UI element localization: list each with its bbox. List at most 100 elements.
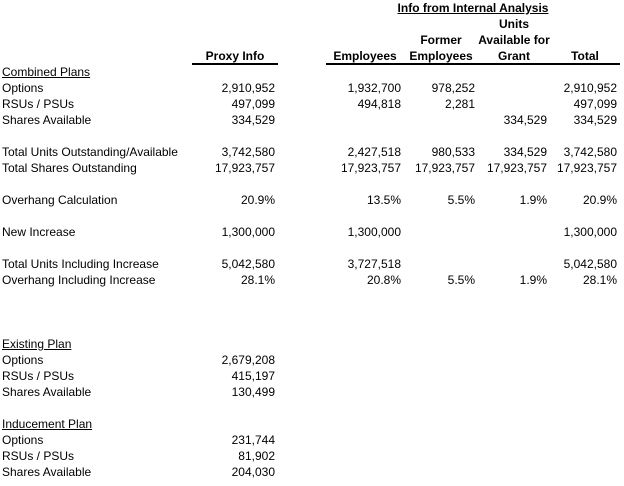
cell-proxy-info: 20.9%	[240, 193, 275, 207]
cell-former-employees	[404, 113, 478, 129]
cell-proxy-info: 28.1%	[240, 273, 275, 287]
cell-total	[550, 417, 620, 433]
cell-total	[550, 385, 620, 401]
cell-employees	[326, 353, 404, 369]
cell-former-employees	[404, 337, 478, 353]
empty-cell	[326, 33, 404, 49]
empty-cell	[326, 17, 404, 33]
empty-cell	[192, 33, 278, 49]
section-header-row: Combined Plans	[2, 65, 624, 81]
section-label: Existing Plan	[2, 337, 72, 351]
cell-total	[550, 465, 620, 481]
cell-employees: 17,923,757	[340, 161, 401, 175]
cell-gap	[278, 97, 326, 113]
cell-former-employees	[404, 449, 478, 465]
cell-employees	[326, 449, 404, 465]
cell-employees: 20.8%	[366, 273, 401, 287]
section-header-row: Existing Plan	[2, 337, 624, 353]
empty-cell	[278, 17, 326, 33]
cell-employees: 494,818	[357, 97, 401, 111]
cell-gap	[278, 257, 326, 273]
table-row: RSUs / PSUs 81,902	[2, 449, 624, 465]
row-label: Options	[2, 353, 44, 367]
cell-proxy-info: 17,923,757	[214, 161, 275, 175]
spacer-row	[2, 289, 624, 305]
internal-analysis-title-text: Info from Internal Analysis	[397, 1, 549, 15]
cell-units-available: 334,529	[503, 145, 547, 159]
section-header-row: Inducement Plan	[2, 417, 624, 433]
cell-gap	[278, 385, 326, 401]
cell-total	[550, 353, 620, 369]
empty-cell	[192, 17, 278, 33]
row-label: RSUs / PSUs	[2, 449, 75, 463]
empty-cell	[278, 1, 326, 17]
cell-units-available	[478, 433, 550, 449]
cell-total	[550, 433, 620, 449]
row-label: Shares Available	[2, 465, 92, 479]
row-label: Shares Available	[2, 113, 92, 127]
cell-former-employees: 2,281	[444, 97, 475, 111]
cell-total: 17,923,757	[556, 161, 617, 175]
cell-proxy-info	[192, 417, 278, 433]
cell-employees	[326, 337, 404, 353]
cell-proxy-info: 231,744	[231, 433, 275, 447]
table-row: Options 2,910,952 1,932,700 978,252 2,910,95…	[2, 81, 624, 97]
cell-employees: 1,300,000	[347, 225, 401, 239]
cell-total: 497,099	[573, 97, 617, 111]
cell-units-available	[478, 449, 550, 465]
former-employees-header-line2: Employees	[404, 49, 478, 65]
table-row: Total Units Including Increase 5,042,580 3…	[2, 257, 624, 273]
cell-employees: 3,727,518	[347, 257, 401, 271]
units-available-header-line3: Grant	[478, 49, 550, 65]
section-label: Combined Plans	[2, 65, 91, 79]
spacer-row	[2, 321, 624, 337]
cell-proxy-info	[192, 337, 278, 353]
cell-total: 3,742,580	[563, 145, 617, 159]
former-employees-header-line1: Former	[420, 33, 462, 47]
cell-gap	[278, 81, 326, 97]
cell-units-available	[478, 385, 550, 401]
cell-proxy-info	[192, 65, 278, 81]
cell-proxy-info: 497,099	[231, 97, 275, 111]
header-row-group-title: Info from Internal Analysis	[2, 1, 624, 17]
cell-former-employees	[404, 433, 478, 449]
cell-total	[550, 337, 620, 353]
cell-former-employees	[404, 369, 478, 385]
cell-former-employees: 5.5%	[447, 273, 475, 287]
cell-employees	[326, 433, 404, 449]
cell-gap	[278, 353, 326, 369]
cell-total: 1,300,000	[563, 225, 617, 239]
table-row: Overhang Calculation 20.9% 13.5% 5.5% 1.9% 20…	[2, 193, 624, 209]
row-label: Total Units Including Increase	[2, 257, 159, 271]
cell-employees	[326, 417, 404, 433]
table-row: Total Units Outstanding/Available 3,742,5…	[2, 145, 624, 161]
row-label: Total Shares Outstanding	[2, 161, 137, 175]
cell-units-available	[478, 465, 550, 481]
cell-employees	[326, 65, 404, 81]
cell-employees	[326, 113, 404, 129]
empty-cell	[278, 49, 326, 65]
cell-former-employees	[404, 465, 478, 481]
empty-cell	[192, 1, 278, 17]
row-label: Options	[2, 81, 44, 95]
cell-gap	[278, 193, 326, 209]
cell-gap	[278, 337, 326, 353]
header-row-former: Former Available for	[2, 33, 624, 49]
cell-units-available	[478, 337, 550, 353]
row-label: New Increase	[2, 225, 76, 239]
internal-analysis-title: Info from Internal Analysis	[326, 1, 620, 17]
header-row-units: Units	[2, 17, 624, 33]
table-row: Total Shares Outstanding 17,923,757 17,923…	[2, 161, 624, 177]
total-header: Total	[550, 49, 620, 65]
cell-employees: 2,427,518	[347, 145, 401, 159]
cell-units-available	[478, 81, 550, 97]
cell-gap	[278, 225, 326, 241]
cell-proxy-info: 2,910,952	[221, 81, 275, 95]
cell-proxy-info: 2,679,208	[221, 353, 275, 367]
cell-former-employees	[404, 353, 478, 369]
cell-total: 5,042,580	[563, 257, 617, 271]
cell-units-available: 1.9%	[519, 193, 547, 207]
cell-proxy-info: 130,499	[231, 385, 275, 399]
cell-proxy-info: 334,529	[231, 113, 275, 127]
